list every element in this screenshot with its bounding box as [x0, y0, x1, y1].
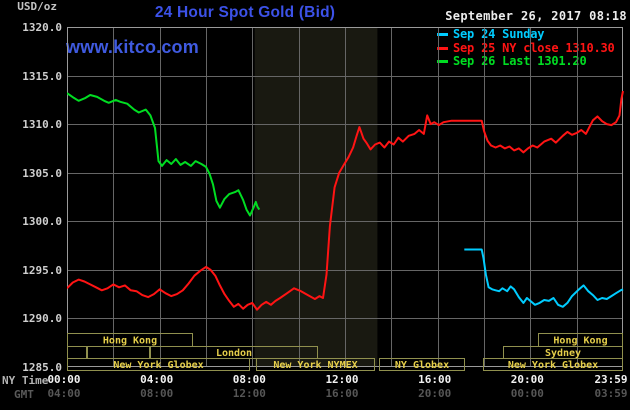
session-label: New York Globex	[113, 360, 203, 371]
session-label: New York NYMEX	[273, 360, 357, 371]
session-box	[67, 358, 250, 371]
y-tick-label: 1320.0	[22, 21, 62, 34]
legend: Sep 24 Sunday Sep 25 NY close 1310.30 Sep …	[437, 27, 615, 69]
price-line-sep-26	[67, 92, 261, 217]
y-tick-label: 1295.0	[22, 263, 62, 277]
legend-dash-icon	[437, 33, 448, 36]
session-box	[483, 358, 623, 371]
x-tick-ny-label: 04:00	[140, 373, 174, 386]
y-tick-label: 1305.0	[22, 166, 62, 180]
legend-dash-icon	[437, 60, 448, 63]
y-tick-label: 1310.0	[22, 118, 62, 132]
kitco-watermark-link[interactable]: www.kitco.com	[66, 37, 199, 57]
unit-label: USD/oz	[17, 0, 57, 13]
x-tick-ny-label: 20:00	[510, 373, 544, 386]
session-box	[67, 346, 87, 359]
x-tick-ny-label: 23:59	[594, 373, 628, 386]
x-tick-ny-label: 08:00	[232, 373, 266, 386]
legend-row: Sep 26 Last 1301.20	[437, 54, 615, 69]
highlight-band	[254, 28, 378, 366]
price-line-sep-24	[464, 248, 624, 308]
y-tick-label: 1290.0	[22, 312, 62, 326]
legend-label: Sep 25 NY close 1310.30	[453, 40, 615, 55]
plot-frame	[67, 27, 623, 367]
x-tick-gmt-label: 20:00	[418, 387, 452, 400]
x-tick-gmt-label: 16:00	[325, 387, 359, 400]
y-tick-label: 1285.0	[22, 361, 62, 374]
chart-timestamp: September 26, 2017 08:18	[445, 9, 627, 23]
legend-label: Sep 26 Last 1301.20	[453, 54, 587, 68]
x-tick-ny-label: 16:00	[418, 373, 452, 386]
page-title: 24 Hour Spot Gold (Bid)	[154, 4, 336, 21]
x-tick-ny-label: 12:00	[325, 373, 359, 386]
session-box	[256, 358, 375, 371]
session-label: Sydney	[545, 348, 581, 359]
x-tick-ny-label: 00:00	[47, 373, 81, 386]
gmt-axis-label: GMT	[14, 388, 34, 401]
legend-dash-icon	[437, 46, 448, 50]
x-tick-gmt-label: 08:00	[140, 387, 174, 400]
ny-time-axis-label: NY Time	[2, 374, 49, 387]
price-line-sep-25	[67, 90, 624, 311]
x-tick-gmt-label: 00:00	[510, 387, 544, 400]
session-label: New York Globex	[508, 360, 598, 371]
legend-row: Sep 24 Sunday	[437, 27, 615, 42]
x-tick-gmt-label: 03:59	[594, 387, 628, 400]
session-label: NY Globex	[395, 360, 449, 371]
session-label: London	[216, 348, 252, 359]
session-label: Hong Kong	[103, 336, 157, 347]
session-box	[87, 346, 150, 359]
session-box	[379, 358, 465, 371]
legend-row: Sep 25 NY close 1310.30	[437, 40, 615, 56]
x-tick-gmt-label: 12:00	[232, 387, 266, 400]
legend-label: Sep 24 Sunday	[453, 27, 545, 41]
y-tick-label: 1300.0	[22, 215, 62, 229]
y-tick-label: 1315.0	[22, 69, 62, 83]
session-label: Hong Kong	[553, 336, 607, 347]
x-tick-gmt-label: 04:00	[47, 387, 81, 400]
